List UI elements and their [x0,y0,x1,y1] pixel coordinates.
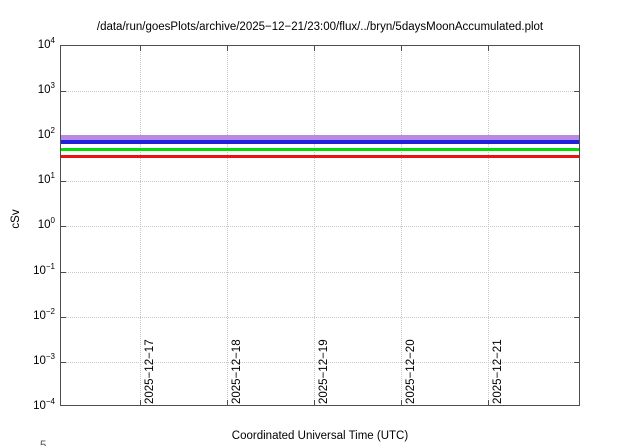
series-line-violet [61,135,579,140]
y-tick-mark-right [574,91,579,93]
clipped-text-fragment: 5 [40,440,47,446]
y-tick-label: 10−3 [33,351,55,367]
series-line-blue [61,140,579,144]
y-tick-mark [61,271,66,273]
y-tick-mark [61,91,66,93]
y-tick-label: 101 [37,171,55,187]
y-tick-label: 10−4 [33,396,55,412]
x-tick-mark [140,400,141,405]
y-tick-label: 10−2 [33,306,55,322]
gridline-horizontal [61,361,579,363]
y-tick-mark [61,316,66,318]
gridline-horizontal [61,181,579,183]
gridline-horizontal [61,91,579,93]
y-tick-label: 100 [37,216,55,232]
gridline-vertical [140,46,141,405]
x-tick-mark-top [140,46,141,51]
x-tick-mark-top [488,46,489,51]
gridline-horizontal [61,316,579,318]
x-tick-label: 2025−12−19 [318,339,330,404]
y-axis-title: cSv [10,209,22,229]
gridline-vertical [314,46,315,405]
page-title: /data/run/goesPlots/archive/2025−12−21/2… [96,21,544,33]
series-line-red [61,155,579,158]
y-tick-mark-right [574,316,579,318]
x-tick-label: 2025−12−21 [492,339,504,404]
series-line-green [61,148,579,151]
y-tick-mark [61,226,66,228]
gridline-vertical [227,46,228,405]
y-tick-mark [61,181,66,183]
y-tick-label: 10−1 [33,261,55,277]
x-tick-mark [401,400,402,405]
x-tick-label: 2025−12−18 [231,339,243,404]
gridline-vertical [401,46,402,405]
x-tick-mark-top [227,46,228,51]
y-tick-label: 102 [37,126,55,142]
y-tick-mark-right [574,226,579,228]
y-tick-label: 103 [37,81,55,97]
x-tick-label: 2025−12−20 [405,339,417,404]
gridline-horizontal [61,226,579,228]
x-tick-mark-top [401,46,402,51]
plot-area: 2025−12−17 2025−12−18 2025−12−19 2025−12… [60,45,580,406]
x-tick-label: 2025−12−17 [144,339,156,404]
y-axis-tick-labels: 104 103 102 101 100 10−1 10−2 10−3 10−4 [0,37,55,412]
x-tick-mark [227,400,228,405]
x-tick-mark [314,400,315,405]
gridline-horizontal [61,271,579,273]
x-tick-mark-top [314,46,315,51]
y-tick-mark-right [574,271,579,273]
y-tick-label: 104 [37,36,55,51]
x-tick-mark [488,400,489,405]
gridline-vertical [488,46,489,405]
y-tick-mark [61,361,66,363]
y-tick-mark-right [574,181,579,183]
y-tick-mark-right [574,361,579,363]
x-axis-title: Coordinated Universal Time (UTC) [231,430,409,442]
